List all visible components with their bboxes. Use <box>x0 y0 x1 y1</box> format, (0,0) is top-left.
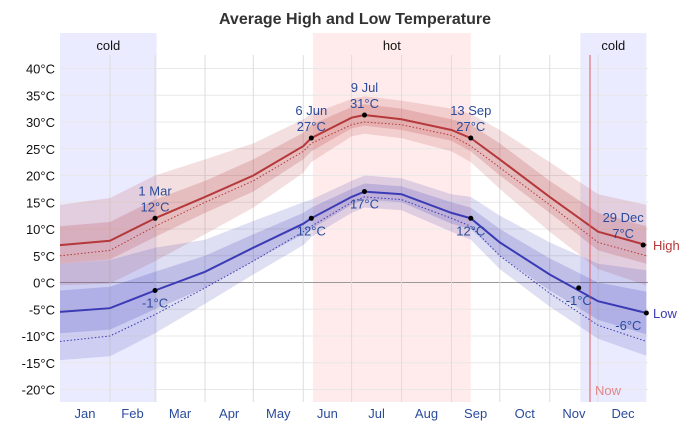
x-tick-label: Mar <box>169 406 192 421</box>
cold-season-band <box>60 33 157 402</box>
annotation-marker <box>468 215 474 221</box>
annotation-value: 12°C <box>456 223 485 238</box>
low-perceived-line <box>59 196 647 342</box>
hot-season-label: hot <box>383 38 401 53</box>
annotation-marker <box>152 288 158 294</box>
annotation-value: 12°C <box>297 223 326 238</box>
x-tick-label: Dec <box>611 406 635 421</box>
y-tick-label: -20°C <box>22 383 55 398</box>
y-tick-label: 40°C <box>26 62 55 77</box>
annotation-marker <box>361 112 367 118</box>
annotation-marker <box>576 285 582 291</box>
annotation-value: 31°C <box>350 96 379 111</box>
y-tick-label: -15°C <box>22 356 55 371</box>
high-perceived-line <box>59 121 647 257</box>
annotation-value: -1°C <box>566 293 592 308</box>
annotation-date: 6 Jun <box>295 103 327 118</box>
annotation-marker <box>152 215 158 221</box>
cold-season-band <box>580 33 647 402</box>
annotation-date: 1 Mar <box>138 183 172 198</box>
chart-title: Average High and Low Temperature <box>219 11 491 28</box>
now-label: Now <box>595 383 622 398</box>
x-tick-label: Nov <box>562 406 586 421</box>
annotation-value: 7°C <box>612 226 634 241</box>
x-tick-label: Jul <box>368 406 385 421</box>
y-tick-label: -10°C <box>22 329 55 344</box>
cold-season-label: cold <box>601 38 625 53</box>
annotation-value: 27°C <box>297 119 326 134</box>
hot-season-band <box>312 33 471 402</box>
y-tick-label: 30°C <box>26 115 55 130</box>
annotation-value: -6°C <box>615 318 641 333</box>
annotation-value: 27°C <box>456 119 485 134</box>
y-tick-label: -5°C <box>29 302 55 317</box>
x-tick-label: Jun <box>317 406 338 421</box>
low-series-label: Low <box>653 306 677 321</box>
annotation-marker <box>361 189 367 195</box>
cold-season-label: cold <box>96 38 120 53</box>
annotation-marker <box>468 135 474 141</box>
y-tick-label: 20°C <box>26 169 55 184</box>
y-tick-label: 5°C <box>33 249 55 264</box>
annotation-date: 9 Jul <box>351 80 379 95</box>
y-tick-label: 0°C <box>33 276 55 291</box>
high-p25-p75-band <box>60 104 647 264</box>
high-line <box>59 113 647 247</box>
high-series-label: High <box>653 238 680 253</box>
y-tick-label: 35°C <box>26 88 55 103</box>
x-tick-label: Feb <box>121 406 143 421</box>
y-tick-label: 25°C <box>26 142 55 157</box>
x-tick-label: Apr <box>219 406 240 421</box>
low-line <box>59 190 647 314</box>
annotation-value: 17°C <box>350 197 379 212</box>
annotation-marker <box>640 242 646 248</box>
annotation-date: 13 Sep <box>450 103 491 118</box>
x-tick-label: Sep <box>464 406 487 421</box>
x-tick-label: Oct <box>515 406 536 421</box>
y-tick-label: 10°C <box>26 222 55 237</box>
annotation-marker <box>308 135 314 141</box>
y-tick-label: 15°C <box>26 195 55 210</box>
annotation-value: -1°C <box>142 296 168 311</box>
annotation-marker <box>643 310 649 316</box>
annotation-value: 12°C <box>141 199 170 214</box>
annotation-date: 29 Dec <box>603 210 645 225</box>
low-p25-p75-band <box>60 183 647 335</box>
low-p10-p90-band <box>60 175 647 361</box>
x-tick-label: Aug <box>415 406 438 421</box>
x-tick-label: May <box>266 406 291 421</box>
high-p10-p90-band <box>60 96 647 286</box>
annotation-marker <box>308 215 314 221</box>
x-tick-label: Jan <box>74 406 95 421</box>
